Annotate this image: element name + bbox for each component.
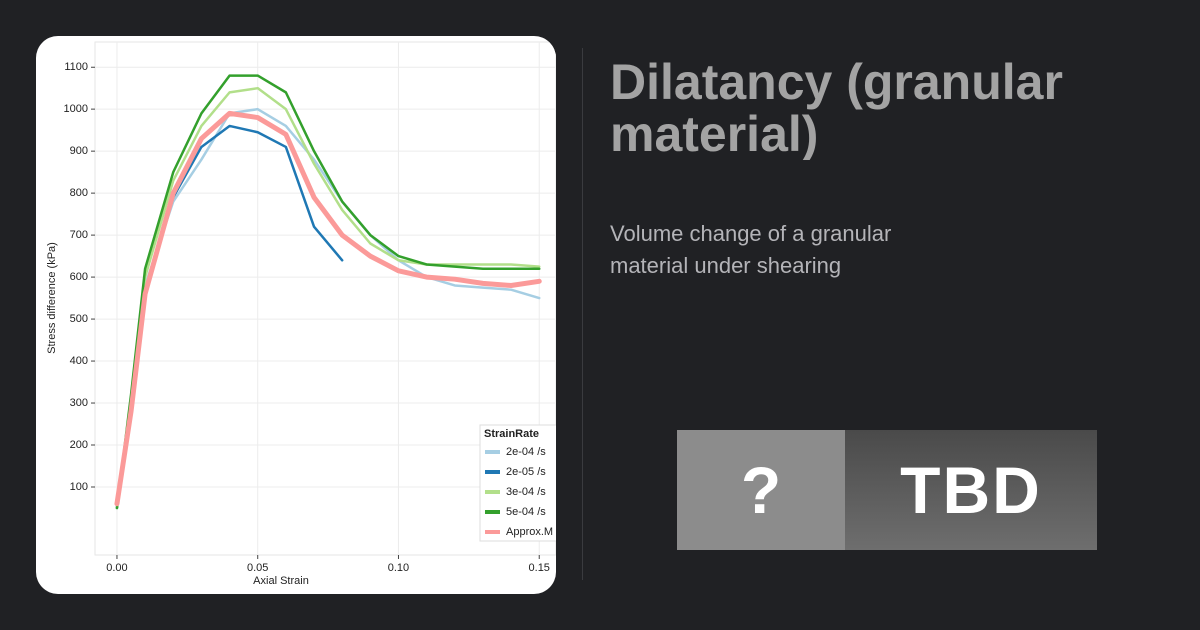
y-axis-label: Stress difference (kPa) bbox=[46, 242, 58, 354]
y-tick-label: 100 bbox=[70, 481, 88, 493]
legend-label: 3e-04 /s bbox=[506, 486, 546, 498]
plot-area bbox=[94, 41, 556, 556]
legend-box bbox=[479, 424, 556, 542]
plot: 100 200 300 400 500 600 700 800 900 1000 1100 0.00 0… bbox=[64, 42, 555, 574]
x-tick-label: 0.15 bbox=[529, 562, 550, 574]
legend-label: 2e-05 /s bbox=[506, 466, 546, 478]
series-line bbox=[115, 86, 541, 510]
title: Dilatancy (granular material) bbox=[610, 56, 1200, 160]
badge-status: TBD bbox=[845, 430, 1097, 550]
legend-label: 2e-04 /s bbox=[506, 446, 546, 458]
legend-label: 5e-04 /s bbox=[506, 506, 546, 518]
y-tick-label: 400 bbox=[70, 355, 88, 367]
chart-card: Axial Strain Stress difference (kPa) 100… bbox=[36, 36, 556, 594]
x-tick-label: 0.05 bbox=[247, 562, 268, 574]
y-tick-label: 600 bbox=[70, 271, 88, 283]
x-tick-label: 0.10 bbox=[388, 562, 409, 574]
y-tick-label: 900 bbox=[70, 145, 88, 157]
y-tick-label: 1000 bbox=[64, 103, 88, 115]
y-tick-label: 1100 bbox=[64, 61, 88, 73]
title-text: Dilatancy (granular material) bbox=[610, 56, 1063, 160]
y-tick-label: 200 bbox=[70, 439, 88, 451]
y-tick-label: 500 bbox=[70, 313, 88, 325]
x-tick-label: 0.00 bbox=[106, 562, 127, 574]
y-tick-label: 700 bbox=[70, 229, 88, 241]
x-axis-label: Axial Strain bbox=[253, 575, 309, 587]
legend: StrainRate 2e-04 /s 2e-05 /s 3e-04 /s 5e-04 … bbox=[479, 424, 556, 542]
chart: Axial Strain Stress difference (kPa) 100… bbox=[46, 41, 556, 587]
series-line bbox=[114, 110, 542, 507]
badge-mark: ? bbox=[677, 430, 845, 550]
legend-title: StrainRate bbox=[484, 428, 539, 440]
divider bbox=[582, 48, 583, 580]
legend-label: Approx.M bbox=[506, 526, 553, 538]
series-line bbox=[115, 74, 541, 510]
subtitle: Volume change of a granular material und… bbox=[610, 221, 892, 278]
y-tick-label: 800 bbox=[70, 187, 88, 199]
y-tick-label: 300 bbox=[70, 397, 88, 409]
